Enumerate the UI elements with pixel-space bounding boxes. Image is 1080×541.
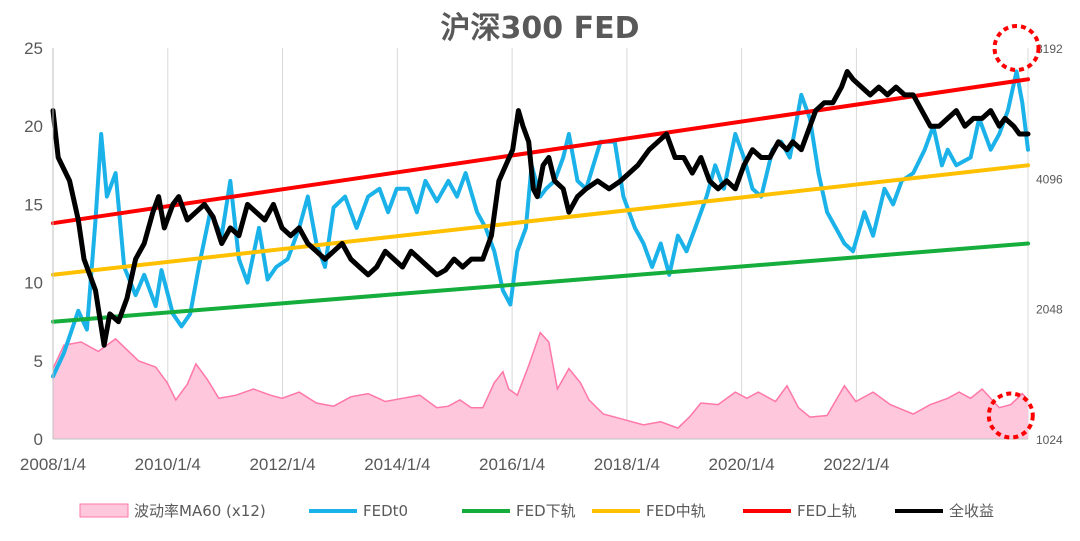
y-tick-label: 25: [24, 39, 43, 58]
x-tick-label: 2010/1/4: [135, 455, 201, 474]
series-ma60-x12-area-fill: [53, 332, 1028, 439]
series--line: [50, 69, 1031, 348]
x-tick-label: 2020/1/4: [709, 455, 775, 474]
annotations: [986, 24, 1041, 440]
legend-label: FED中轨: [646, 502, 706, 520]
y-right-tick-label: 8192: [1036, 42, 1063, 56]
y-tick-label: 20: [24, 117, 43, 136]
legend-label: 波动率MA60 (x12): [134, 502, 266, 520]
y-tick-label: 15: [24, 195, 43, 214]
y-tick-label: 0: [34, 430, 43, 449]
legend-label: FED上轨: [797, 502, 857, 520]
legend: 波动率MA60 (x12) FEDt0 FED下轨 FED中轨 FED上轨 全收益: [79, 502, 994, 520]
series-fedt0-line: [51, 69, 1030, 379]
y-tick-label: 10: [24, 274, 43, 293]
series-fed-line: [51, 241, 1030, 324]
series-layer: [50, 69, 1031, 439]
x-tick-label: 2012/1/4: [249, 455, 315, 474]
y-right-tick-label: 4096: [1036, 172, 1063, 186]
legend-label: FEDt0: [363, 502, 408, 520]
series-fed-line: [51, 77, 1030, 226]
legend-label: 全收益: [949, 502, 994, 520]
annotation-circle: [992, 24, 1041, 72]
y-tick-label: 5: [34, 352, 43, 371]
y-right-tick-label: 1024: [1036, 433, 1063, 447]
legend-swatch: [79, 503, 129, 518]
axes: 0 5 10 15 20 25 1024 2048 4096 8192 2008/1/4 2010/1…: [20, 39, 1063, 474]
series-fed-line: [51, 163, 1030, 277]
series-ma60-x12-area-line: [52, 331, 1029, 429]
x-tick-label: 2016/1/4: [479, 455, 545, 474]
chart-title: 沪深300 FED: [441, 11, 640, 46]
annotation-circle: [986, 391, 1035, 440]
x-tick-label: 2022/1/4: [823, 455, 889, 474]
x-tick-label: 2014/1/4: [364, 455, 430, 474]
x-tick-label: 2018/1/4: [594, 455, 660, 474]
x-tick-label: 2008/1/4: [20, 455, 86, 474]
legend-label: FED下轨: [516, 502, 576, 520]
y-right-tick-label: 2048: [1036, 303, 1063, 317]
